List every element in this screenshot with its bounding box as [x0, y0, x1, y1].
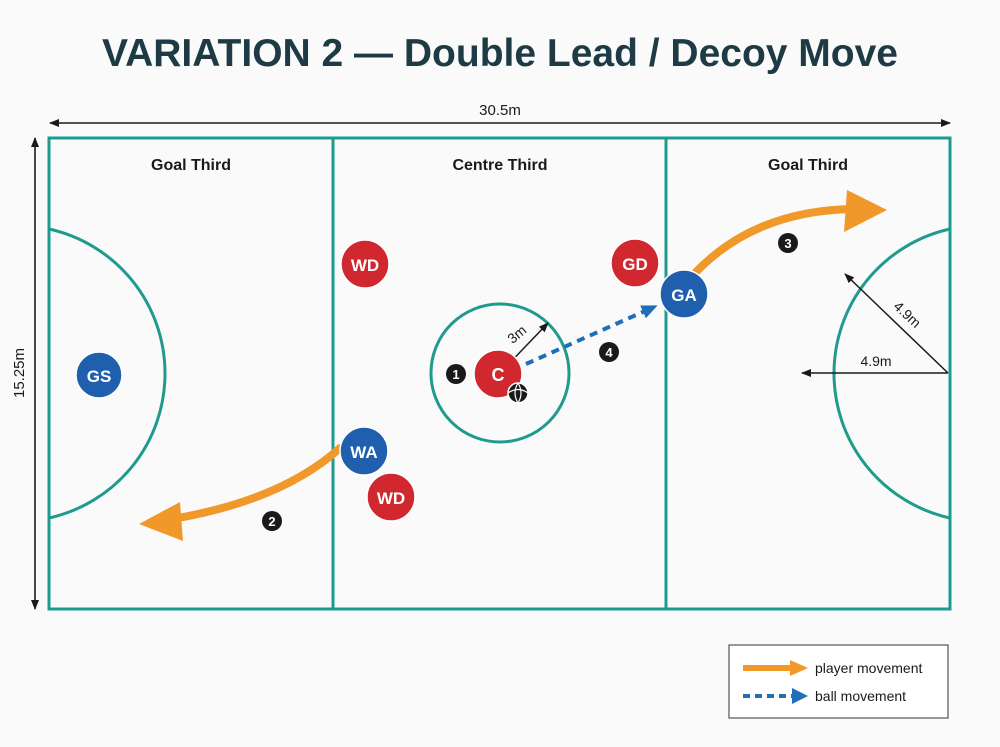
third-label-centre: Centre Third [452, 157, 547, 174]
goal-radius-horizontal-label: 4.9m [860, 353, 891, 369]
legend: player movement ball movement [728, 644, 949, 719]
goal-radius-diagonal-label: 4.9m [891, 298, 925, 331]
player-movement-arrow-wa [162, 444, 344, 524]
step-marker-4: 4 [599, 342, 619, 362]
step-marker-1: 1 [446, 364, 466, 384]
player-wd-top[interactable]: WD [340, 239, 390, 289]
third-label-left: Goal Third [151, 157, 231, 174]
legend-box [728, 644, 949, 719]
player-ga[interactable]: GA [659, 269, 709, 319]
player-movement-arrow-ga [692, 205, 859, 276]
player-movement-arrowhead-wa [139, 502, 183, 541]
step-marker-2: 2 [262, 511, 282, 531]
player-wa-label: WA [350, 443, 377, 462]
page-title: VARIATION 2 — Double Lead / Decoy Move [102, 32, 898, 75]
legend-player-movement-arrowhead [790, 660, 808, 676]
player-movement-arrowhead-ga [844, 190, 887, 232]
player-wa[interactable]: WA [339, 426, 389, 476]
centre-radius-label: 3m [504, 322, 529, 347]
player-gd-label: GD [622, 255, 648, 274]
legend-ball-movement-arrowhead [792, 688, 808, 704]
court [47, 136, 952, 611]
step-marker-2-label: 2 [268, 514, 275, 529]
legend-ball-movement-label: ball movement [815, 688, 906, 704]
player-wd-bottom-label: WD [377, 489, 405, 508]
step-marker-1-label: 1 [452, 367, 459, 382]
height-dimension-label: 15.25m [11, 348, 28, 398]
player-wd-bottom[interactable]: WD [366, 472, 416, 522]
player-wd-top-label: WD [351, 256, 379, 275]
court-boundary [47, 136, 952, 611]
ball-movement-arrow [525, 305, 658, 366]
third-label-right: Goal Third [768, 157, 848, 174]
player-gd[interactable]: GD [610, 238, 660, 288]
player-gs[interactable]: GS [75, 351, 123, 399]
goal-radius-diagonal-arrow [844, 273, 949, 374]
step-marker-4-label: 4 [605, 345, 613, 360]
step-marker-3: 3 [778, 233, 798, 253]
width-dimension-label: 30.5m [479, 102, 521, 119]
goal-circle-left [48, 227, 167, 520]
step-marker-3-label: 3 [784, 236, 791, 251]
centre-circle [429, 302, 571, 444]
legend-player-movement-label: player movement [815, 660, 922, 676]
netball-icon [507, 382, 529, 404]
player-ga-label: GA [671, 286, 697, 305]
player-c-label: C [492, 365, 505, 385]
player-gs-label: GS [87, 367, 112, 386]
